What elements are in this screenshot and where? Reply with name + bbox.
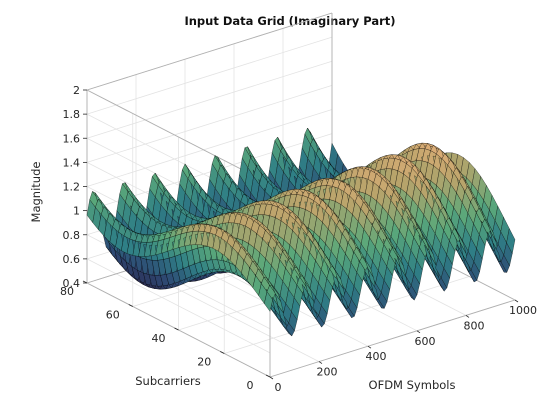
x-tick-label: 1000 <box>509 304 537 317</box>
x-tick <box>318 361 323 364</box>
z-tick-label: 1.4 <box>63 156 81 169</box>
axis-edge <box>86 89 271 185</box>
x-tick <box>269 376 274 380</box>
z-tick-label: 1.6 <box>63 132 81 145</box>
y-tick <box>265 374 271 378</box>
axis-edge <box>269 299 516 378</box>
grid-line <box>86 60 333 139</box>
grid-line <box>86 258 271 354</box>
surface-patch <box>506 227 516 255</box>
x-tick <box>514 299 519 303</box>
x-tick-label: 400 <box>366 350 387 363</box>
x-tick <box>465 315 470 318</box>
y-tick <box>174 327 179 331</box>
y-tick-label: 60 <box>106 309 120 322</box>
z-tick-label: 0.8 <box>63 229 81 242</box>
x-tick-label: 800 <box>464 319 485 332</box>
y-tick-label: 40 <box>152 332 166 345</box>
x-axis-label: OFDM Symbols <box>369 378 456 392</box>
x-tick-label: 200 <box>317 366 338 379</box>
axis-ticks: 0 200 400 600 800 1000 0 20 40 60 800.4 0.6 0.8 1 1.2 1… <box>60 84 537 394</box>
y-tick-label: 0 <box>247 379 254 392</box>
x-tick <box>367 345 372 349</box>
z-tick-label: 2 <box>73 84 80 97</box>
z-axis-label: Magnitude <box>29 162 43 223</box>
z-tick-label: 1 <box>73 205 80 218</box>
chart-title: Input Data Grid (Imaginary Part) <box>184 14 395 28</box>
x-tick-label: 0 <box>275 381 282 394</box>
axis-edge <box>86 12 333 91</box>
y-tick <box>128 304 133 307</box>
z-tick-label: 1.2 <box>63 181 81 194</box>
grid-line <box>224 276 470 354</box>
grid-line <box>86 84 333 163</box>
grid-line <box>86 36 333 115</box>
x-tick-label: 600 <box>415 335 436 348</box>
grid-line <box>86 109 333 187</box>
z-tick-label: 0.6 <box>63 253 81 266</box>
y-axis-label: Subcarriers <box>135 374 201 388</box>
y-tick <box>220 351 225 354</box>
z-tick-label: 0.4 <box>63 277 81 290</box>
surface-plot <box>86 127 516 337</box>
x-tick <box>416 330 421 334</box>
z-tick-label: 1.8 <box>63 108 81 121</box>
y-tick-label: 80 <box>60 285 74 298</box>
y-tick-label: 20 <box>197 356 211 369</box>
